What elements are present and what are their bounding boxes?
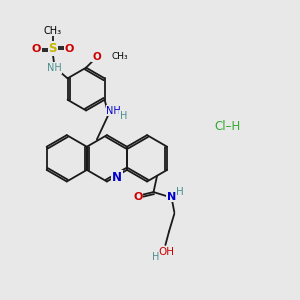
Text: O: O bbox=[64, 44, 74, 54]
Text: CH₃: CH₃ bbox=[44, 26, 62, 36]
Text: O: O bbox=[134, 191, 143, 202]
Text: H: H bbox=[120, 111, 127, 121]
Text: S: S bbox=[49, 42, 57, 55]
Text: H: H bbox=[176, 187, 184, 197]
Text: N: N bbox=[167, 191, 176, 202]
Text: NH: NH bbox=[106, 106, 121, 116]
Text: Cl–H: Cl–H bbox=[214, 120, 240, 133]
Text: O: O bbox=[92, 52, 101, 62]
Text: H: H bbox=[152, 252, 160, 262]
Text: CH₃: CH₃ bbox=[111, 52, 128, 61]
Text: OH: OH bbox=[158, 248, 174, 257]
Text: N: N bbox=[112, 171, 122, 184]
Text: NH: NH bbox=[47, 63, 61, 73]
Text: O: O bbox=[32, 44, 41, 54]
